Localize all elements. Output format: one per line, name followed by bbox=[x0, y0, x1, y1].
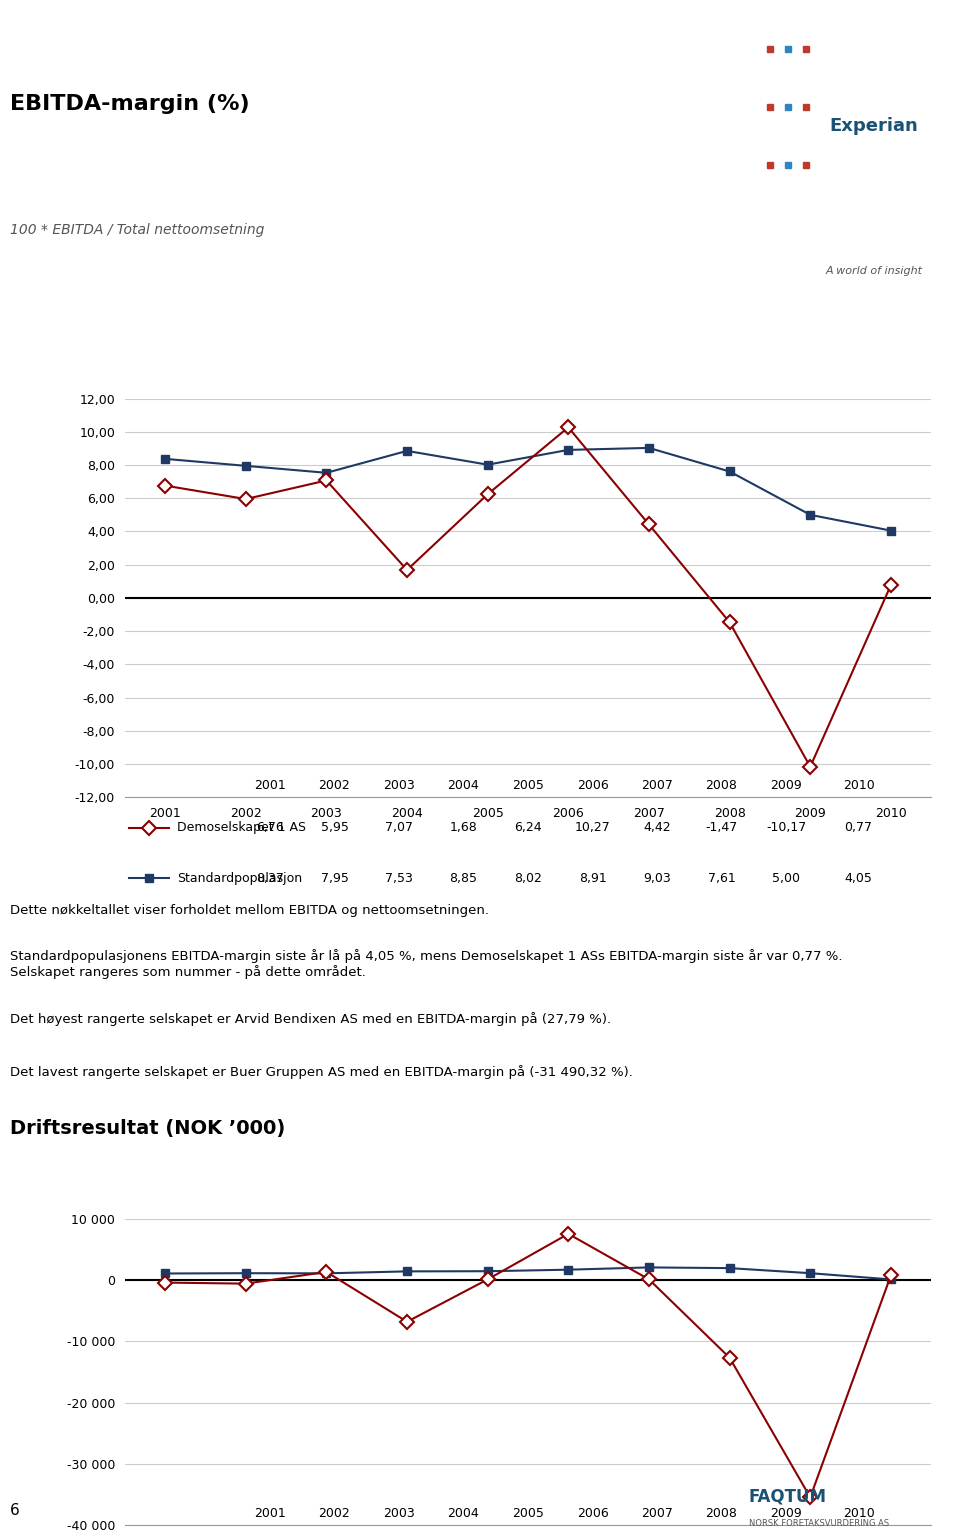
Text: Experian: Experian bbox=[829, 118, 919, 135]
Text: Det høyest rangerte selskapet er Arvid Bendixen AS med en EBITDA-margin på (27,7: Det høyest rangerte selskapet er Arvid B… bbox=[10, 1012, 611, 1026]
Text: 2006: 2006 bbox=[577, 779, 609, 793]
Text: 0,77: 0,77 bbox=[845, 822, 873, 834]
Text: 2005: 2005 bbox=[512, 1507, 544, 1521]
Text: 2004: 2004 bbox=[447, 1507, 479, 1521]
Text: 2010: 2010 bbox=[843, 1507, 875, 1521]
Text: -10,17: -10,17 bbox=[766, 822, 806, 834]
Text: EBITDA-margin (%): EBITDA-margin (%) bbox=[10, 95, 250, 115]
Text: 2009: 2009 bbox=[770, 779, 802, 793]
Text: 5,95: 5,95 bbox=[321, 822, 348, 834]
Text: 8,02: 8,02 bbox=[514, 872, 542, 885]
Text: 4,42: 4,42 bbox=[643, 822, 671, 834]
Text: 8,37: 8,37 bbox=[256, 872, 284, 885]
Text: Demoselskapet 1 AS: Demoselskapet 1 AS bbox=[178, 822, 306, 834]
Text: 2001: 2001 bbox=[254, 779, 286, 793]
Text: 2001: 2001 bbox=[254, 1507, 286, 1521]
Text: 2003: 2003 bbox=[383, 1507, 415, 1521]
Text: 9,03: 9,03 bbox=[643, 872, 671, 885]
Text: 2010: 2010 bbox=[843, 779, 875, 793]
Text: 8,91: 8,91 bbox=[579, 872, 607, 885]
Text: 10,27: 10,27 bbox=[575, 822, 611, 834]
Text: 100 * EBITDA / Total nettoomsetning: 100 * EBITDA / Total nettoomsetning bbox=[10, 224, 264, 238]
Text: 7,07: 7,07 bbox=[385, 822, 413, 834]
Text: 1,68: 1,68 bbox=[449, 822, 477, 834]
Text: Dette nøkkeltallet viser forholdet mellom EBITDA og nettoomsetningen.: Dette nøkkeltallet viser forholdet mello… bbox=[10, 904, 489, 917]
Text: 2008: 2008 bbox=[706, 779, 737, 793]
Text: Det lavest rangerte selskapet er Buer Gruppen AS med en EBITDA-margin på (-31 49: Det lavest rangerte selskapet er Buer Gr… bbox=[10, 1065, 633, 1079]
Text: NORSK FORETAKSVURDERING AS: NORSK FORETAKSVURDERING AS bbox=[749, 1519, 889, 1528]
Text: 4,05: 4,05 bbox=[845, 872, 873, 885]
Text: A world of insight: A world of insight bbox=[826, 267, 923, 276]
Text: 2002: 2002 bbox=[319, 1507, 350, 1521]
Text: 8,85: 8,85 bbox=[449, 872, 477, 885]
Text: Standardpopulasjon: Standardpopulasjon bbox=[178, 872, 302, 885]
Text: 2006: 2006 bbox=[577, 1507, 609, 1521]
Text: Driftsresultat (NOK ’000): Driftsresultat (NOK ’000) bbox=[10, 1119, 285, 1137]
Text: 2005: 2005 bbox=[512, 779, 544, 793]
Text: 7,95: 7,95 bbox=[321, 872, 348, 885]
Text: 2007: 2007 bbox=[641, 779, 673, 793]
Text: 2007: 2007 bbox=[641, 1507, 673, 1521]
Text: 2003: 2003 bbox=[383, 779, 415, 793]
Text: 2004: 2004 bbox=[447, 779, 479, 793]
Text: 6: 6 bbox=[10, 1502, 19, 1518]
Text: 2002: 2002 bbox=[319, 779, 350, 793]
Text: 2009: 2009 bbox=[770, 1507, 802, 1521]
Text: FAQTUM: FAQTUM bbox=[749, 1487, 827, 1505]
Text: 6,76: 6,76 bbox=[256, 822, 284, 834]
Text: 2008: 2008 bbox=[706, 1507, 737, 1521]
Text: 7,61: 7,61 bbox=[708, 872, 735, 885]
Text: Standardpopulasjonens EBITDA-margin siste år lå på 4,05 %, mens Demoselskapet 1 : Standardpopulasjonens EBITDA-margin sist… bbox=[10, 949, 842, 980]
Text: 5,00: 5,00 bbox=[772, 872, 800, 885]
Text: -1,47: -1,47 bbox=[706, 822, 737, 834]
Text: 7,53: 7,53 bbox=[385, 872, 413, 885]
Text: 6,24: 6,24 bbox=[515, 822, 541, 834]
